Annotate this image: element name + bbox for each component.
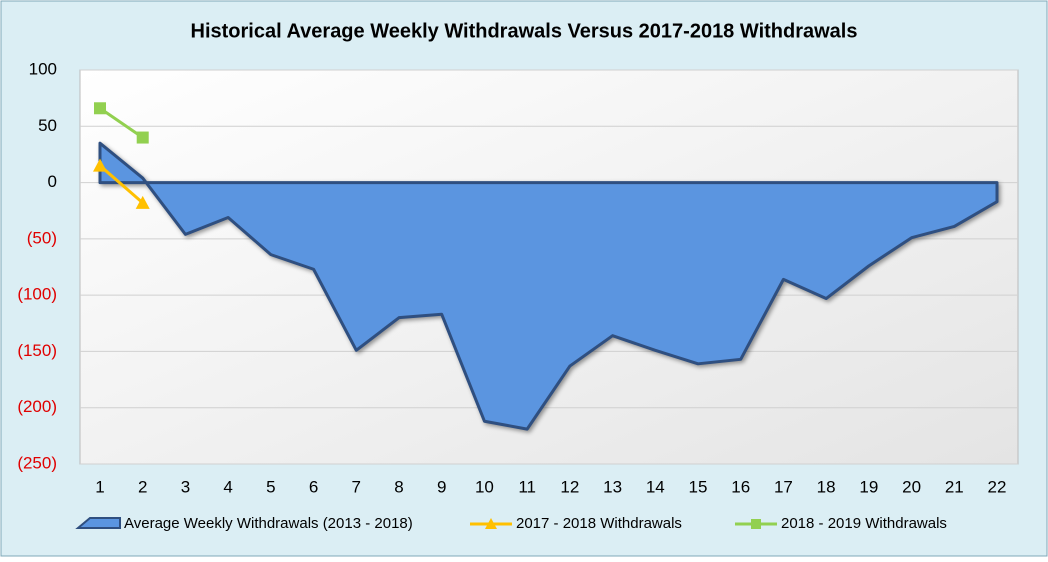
- x-tick-label: 22: [988, 477, 1007, 496]
- x-tick-label: 2: [138, 477, 147, 496]
- legend-label: 2018 - 2019 Withdrawals: [781, 515, 947, 532]
- x-tick-label: 20: [902, 477, 921, 496]
- y-tick-label: (150): [17, 341, 57, 360]
- y-tick-label: 100: [29, 59, 57, 78]
- y-tick-label: 50: [38, 116, 57, 135]
- legend-label: Average Weekly Withdrawals (2013 - 2018): [124, 515, 413, 532]
- marker: [135, 195, 150, 209]
- line: [99, 164, 144, 204]
- y-tick-label: (200): [17, 397, 57, 416]
- area: [98, 141, 999, 431]
- legend-marker: [485, 518, 497, 529]
- legend-label: 2017 - 2018 Withdrawals: [516, 515, 682, 532]
- chart-title: Historical Average Weekly Withdrawals Ve…: [191, 20, 858, 42]
- y-tick-label: (100): [17, 285, 57, 304]
- x-tick-label: 16: [731, 477, 750, 496]
- marker: [94, 102, 106, 115]
- x-tick-label: 19: [859, 477, 878, 496]
- x-tick-label: 21: [945, 477, 964, 496]
- x-tick-label: 14: [646, 477, 665, 496]
- y-tick-label: 0: [48, 172, 57, 191]
- line: [99, 107, 144, 139]
- x-tick-label: 4: [223, 477, 232, 496]
- x-tick-label: 11: [518, 477, 536, 496]
- x-tick-label: 18: [817, 477, 836, 496]
- x-tick-label: 3: [181, 477, 190, 496]
- marker: [93, 158, 107, 172]
- legend-marker: [751, 519, 761, 529]
- legend-swatch: [75, 517, 121, 529]
- x-tick-label: 1: [95, 477, 104, 496]
- y-tick-label: (250): [17, 453, 57, 472]
- x-tick-label: 13: [603, 477, 622, 496]
- x-tick-label: 15: [689, 477, 708, 496]
- x-tick-label: 10: [475, 477, 494, 496]
- x-tick-label: 6: [309, 477, 318, 496]
- x-tick-label: 9: [437, 477, 446, 496]
- x-tick-label: 17: [774, 477, 793, 496]
- x-tick-label: 7: [352, 477, 361, 496]
- y-tick-label: (50): [27, 228, 57, 247]
- x-tick-label: 12: [560, 477, 579, 496]
- x-tick-label: 8: [394, 477, 403, 496]
- marker: [136, 131, 149, 144]
- x-tick-label: 5: [266, 477, 275, 496]
